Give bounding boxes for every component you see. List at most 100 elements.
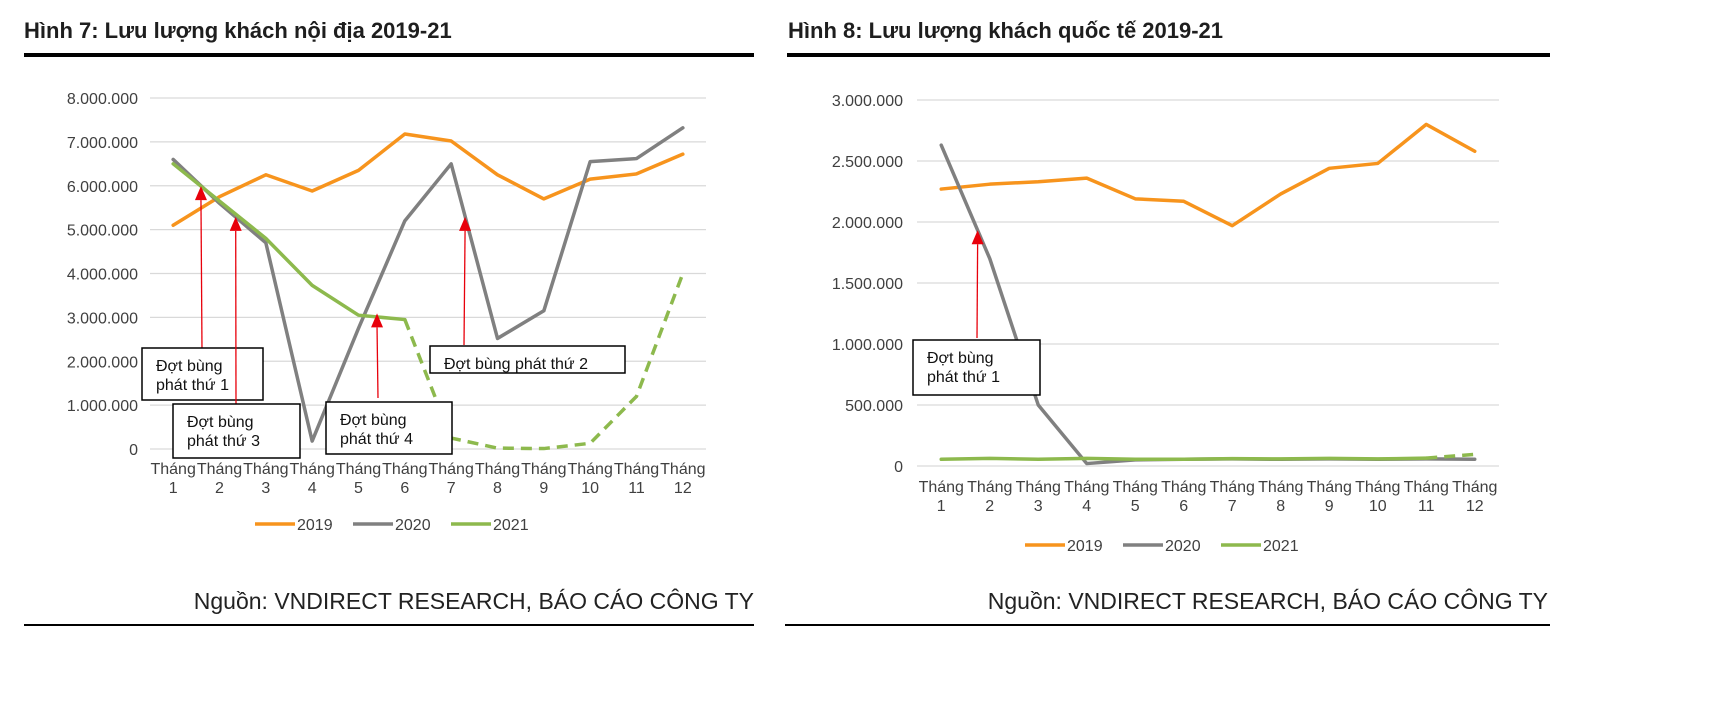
series-line-2019	[171, 132, 685, 227]
annotation-text: Đợt bùng	[187, 414, 254, 431]
annotation-arrow	[376, 327, 379, 399]
x-tick-label: 3	[261, 480, 270, 497]
y-tick-label: 3.000.000	[67, 310, 138, 327]
x-tick-label: 3	[1034, 498, 1043, 515]
x-tick-label: Tháng	[1016, 479, 1061, 496]
annotation-arrowhead	[459, 216, 472, 231]
figure-7-top-rule	[24, 53, 754, 57]
annotation-box	[172, 403, 301, 459]
annotation-text: Đợt bùng	[340, 412, 407, 429]
figure-8-top-rule	[787, 53, 1550, 57]
y-tick-label: 1.000.000	[67, 398, 138, 415]
x-tick-label: 6	[1179, 498, 1188, 515]
x-tick-label: 7	[1228, 498, 1237, 515]
x-tick-label: Tháng	[1161, 479, 1206, 496]
figure-8-title: Hình 8: Lưu lượng khách quốc tế 2019-21	[788, 18, 1224, 43]
x-tick-label: 10	[1369, 498, 1387, 515]
annotation-text: phát thứ 4	[340, 431, 413, 448]
figure-8-panel: Hình 8: Lưu lượng khách quốc tế 2019-21 …	[785, 0, 1722, 712]
x-tick-label: Tháng	[475, 461, 520, 478]
y-tick-label: 0	[129, 442, 138, 459]
annotation-arrowhead	[971, 230, 984, 245]
y-tick-label: 2.000.000	[67, 354, 138, 371]
x-tick-label: Tháng	[428, 461, 473, 478]
x-tick-label: Tháng	[336, 461, 381, 478]
x-tick-label: Tháng	[382, 461, 427, 478]
figure-7-chart: 0 1.000.000 2.000.000 3.000.000 4.000.000 5.0…	[67, 91, 706, 534]
x-tick-label: Tháng	[919, 479, 964, 496]
annotation-box	[429, 345, 626, 374]
x-tick-label: Tháng	[567, 461, 612, 478]
x-tick-label: 12	[674, 480, 692, 497]
x-tick-label: Tháng	[1064, 479, 1109, 496]
x-tick-label: Tháng	[1404, 479, 1449, 496]
legend-label: 2021	[1263, 538, 1299, 555]
x-tick-label: 5	[1131, 498, 1140, 515]
x-tick-label: Tháng	[289, 461, 334, 478]
legend-label: 2019	[297, 517, 333, 534]
y-tick-label: 500.000	[845, 398, 903, 415]
y-tick-label: 6.000.000	[67, 179, 138, 196]
y-tick-label: 5.000.000	[67, 223, 138, 240]
x-tick-label: 7	[447, 480, 456, 497]
y-tick-label: 1.000.000	[832, 337, 903, 354]
y-tick-label: 2.500.000	[832, 154, 903, 171]
series-line-2021-dashed	[1426, 452, 1475, 460]
annotation-text: Đợt bùng phát thứ 2	[444, 356, 588, 373]
x-tick-label: 11	[1418, 498, 1435, 515]
x-tick-label: 10	[581, 480, 599, 497]
annotation-text: phát thứ 1	[156, 377, 229, 394]
figure-7-title: Hình 7: Lưu lượng khách nội địa 2019-21	[24, 18, 452, 43]
annotation-box	[325, 401, 453, 455]
y-tick-label: 2.000.000	[832, 215, 903, 232]
legend-label: 2019	[1067, 538, 1103, 555]
x-tick-label: 11	[628, 480, 645, 497]
series-line-2020	[171, 126, 685, 443]
y-tick-label: 3.000.000	[832, 93, 903, 110]
series-line-2019	[939, 122, 1477, 228]
series-line-2021	[171, 162, 407, 322]
annotation-arrowhead	[229, 216, 242, 231]
x-tick-label: 2	[985, 498, 994, 515]
y-tick-label: 8.000.000	[67, 91, 138, 108]
annotation-arrowhead	[371, 313, 384, 328]
x-tick-label: 4	[308, 480, 317, 497]
annotation-text: Đợt bùng	[927, 350, 994, 367]
y-tick-label: 7.000.000	[67, 135, 138, 152]
y-tick-label: 0	[894, 459, 903, 476]
x-tick-label: Tháng	[521, 461, 566, 478]
x-tick-label: Tháng	[243, 461, 288, 478]
x-tick-label: Tháng	[1307, 479, 1352, 496]
annotation-arrow	[463, 230, 466, 346]
figure-7-panel: Hình 7: Lưu lượng khách nội địa 2019-21 …	[0, 0, 860, 712]
figure-7-bottom-rule	[24, 624, 754, 626]
x-tick-label: 6	[400, 480, 409, 497]
x-tick-label: Tháng	[967, 479, 1012, 496]
x-tick-label: 8	[1276, 498, 1285, 515]
legend-label: 2020	[395, 517, 431, 534]
annotation-text: phát thứ 1	[927, 369, 1000, 386]
y-tick-label: 4.000.000	[67, 267, 138, 284]
figure-7-source: Nguồn: VNDIRECT RESEARCH, BÁO CÁO CÔNG T…	[193, 588, 754, 614]
annotation-arrowhead	[194, 186, 207, 201]
legend-label: 2020	[1165, 538, 1201, 555]
annotation-arrow	[976, 244, 979, 339]
x-tick-label: Tháng	[1258, 479, 1303, 496]
x-tick-label: Tháng	[150, 461, 195, 478]
x-tick-label: Tháng	[1452, 479, 1497, 496]
figure-8-source: Nguồn: VNDIRECT RESEARCH, BÁO CÁO CÔNG T…	[987, 588, 1548, 614]
x-tick-label: 1	[169, 480, 178, 497]
y-tick-label: 1.500.000	[832, 276, 903, 293]
annotation-arrow	[200, 200, 203, 351]
x-tick-label: 4	[1082, 498, 1091, 515]
legend-label: 2021	[493, 517, 529, 534]
x-tick-label: Tháng	[614, 461, 659, 478]
x-tick-label: 12	[1466, 498, 1484, 515]
x-tick-label: Tháng	[1210, 479, 1255, 496]
annotation-box	[141, 347, 264, 401]
x-tick-label: Tháng	[197, 461, 242, 478]
series-line-2021	[939, 456, 1428, 462]
annotation-text: phát thứ 3	[187, 433, 260, 450]
annotation-box	[912, 339, 1041, 396]
x-tick-label: 9	[539, 480, 548, 497]
